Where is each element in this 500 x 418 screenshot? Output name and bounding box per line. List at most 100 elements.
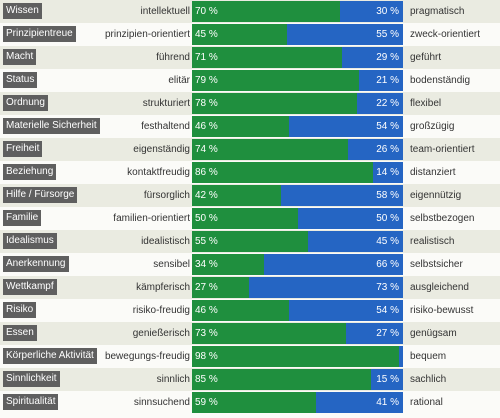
left-term-label: prinzipien-orientiert	[104, 29, 190, 40]
left-bar-segment	[192, 231, 308, 252]
right-percent-label: 15 %	[376, 374, 399, 385]
chart-row: Wissen intellektuell 70 % 30 % pragmatisch	[0, 0, 500, 23]
bar-area: 27 % 73 %	[192, 277, 403, 298]
bar-area: 71 % 29 %	[192, 47, 403, 68]
left-bar-segment	[192, 392, 316, 413]
left-percent-label: 85 %	[195, 374, 218, 385]
bar-area: 59 % 41 %	[192, 392, 403, 413]
category-label: Anerkennung	[3, 256, 69, 272]
bar-area: 50 % 50 %	[192, 208, 403, 229]
left-bar-segment	[192, 93, 357, 114]
category-label: Materielle Sicherheit	[3, 118, 100, 134]
right-term-label: zweck-orientiert	[410, 29, 481, 40]
right-bar-segment	[281, 185, 403, 206]
bar-area: 79 % 21 %	[192, 70, 403, 91]
left-term-label: intellektuell	[140, 6, 190, 17]
chart-row: Ordnung strukturiert 78 % 22 % flexibel	[0, 92, 500, 115]
right-bar-segment	[359, 70, 403, 91]
category-label: Macht	[3, 49, 37, 65]
right-bar-segment	[249, 277, 403, 298]
chart-row: Freiheit eigenständig 74 % 26 % team-orienti…	[0, 138, 500, 161]
chart-row: Macht führend 71 % 29 % geführt	[0, 46, 500, 69]
left-percent-label: 45 %	[195, 29, 218, 40]
right-bar-segment	[342, 47, 403, 68]
chart-row: Sinnlichkeit sinnlich 85 % 15 % sachlich	[0, 368, 500, 391]
right-bar-segment	[298, 208, 403, 229]
right-bar-segment	[289, 300, 403, 321]
bar-area: 78 % 22 %	[192, 93, 403, 114]
left-percent-label: 59 %	[195, 397, 218, 408]
left-percent-label: 78 %	[195, 98, 218, 109]
left-term-label: strukturiert	[142, 98, 190, 109]
left-bar-segment	[192, 254, 264, 275]
category-label: Körperliche Aktivität	[3, 348, 97, 364]
chart-row: Hilfe / Fürsorge fürsorglich 42 % 58 % eigen…	[0, 184, 500, 207]
right-term-label: rational	[410, 397, 443, 408]
bar-area: 45 % 55 %	[192, 24, 403, 45]
right-percent-label: 26 %	[376, 144, 399, 155]
right-percent-label: 14 %	[376, 167, 399, 178]
right-term-label: pragmatisch	[410, 6, 465, 17]
bar-area: 73 % 27 %	[192, 323, 403, 344]
right-term-label: großzügig	[410, 121, 455, 132]
left-term-label: sinnlich	[156, 374, 190, 385]
left-percent-label: 98 %	[195, 351, 218, 362]
right-bar-segment	[289, 116, 403, 137]
right-percent-label: 22 %	[376, 98, 399, 109]
category-label: Wettkampf	[3, 279, 57, 295]
right-bar-segment	[287, 24, 403, 45]
left-percent-label: 73 %	[195, 328, 218, 339]
left-bar-segment	[192, 277, 249, 298]
left-term-label: risiko-freudig	[132, 305, 190, 316]
category-label: Beziehung	[3, 164, 57, 180]
chart-row: Familie familien-orientiert 50 % 50 % selbst…	[0, 207, 500, 230]
right-term-label: sachlich	[410, 374, 447, 385]
left-percent-label: 71 %	[195, 52, 218, 63]
category-label: Hilfe / Fürsorge	[3, 187, 78, 203]
right-bar-segment	[371, 369, 403, 390]
left-percent-label: 74 %	[195, 144, 218, 155]
left-percent-label: 46 %	[195, 121, 218, 132]
left-bar-segment	[192, 1, 340, 22]
chart-row: Anerkennung sensibel 34 % 66 % selbstsicher	[0, 253, 500, 276]
left-term-label: idealistisch	[141, 236, 190, 247]
left-bar-segment	[192, 162, 373, 183]
category-label: Idealismus	[3, 233, 57, 249]
left-percent-label: 79 %	[195, 75, 218, 86]
left-percent-label: 70 %	[195, 6, 218, 17]
left-percent-label: 42 %	[195, 190, 218, 201]
left-term-label: sensibel	[153, 259, 190, 270]
right-term-label: bodenständig	[410, 75, 471, 86]
right-percent-label: 58 %	[376, 190, 399, 201]
left-bar-segment	[192, 47, 342, 68]
right-percent-label: 55 %	[376, 29, 399, 40]
right-bar-segment	[308, 231, 403, 252]
right-term-label: bequem	[410, 351, 447, 362]
right-bar-segment	[399, 346, 403, 367]
right-term-label: team-orientiert	[410, 144, 475, 155]
right-bar-segment	[316, 392, 403, 413]
left-percent-label: 46 %	[195, 305, 218, 316]
left-term-label: führend	[156, 52, 190, 63]
category-label: Essen	[3, 325, 37, 341]
left-term-label: bewegungs-freudig	[104, 351, 190, 362]
bar-area: 46 % 54 %	[192, 116, 403, 137]
left-percent-label: 55 %	[195, 236, 218, 247]
right-term-label: selbstbezogen	[410, 213, 475, 224]
category-label: Sinnlichkeit	[3, 371, 60, 387]
bar-area: 34 % 66 %	[192, 254, 403, 275]
left-bar-segment	[192, 208, 298, 229]
right-term-label: ausgleichend	[410, 282, 469, 293]
right-bar-segment	[373, 162, 403, 183]
right-term-label: realistisch	[410, 236, 455, 247]
right-percent-label: 41 %	[376, 397, 399, 408]
left-percent-label: 27 %	[195, 282, 218, 293]
right-percent-label: 66 %	[376, 259, 399, 270]
right-bar-segment	[348, 139, 403, 160]
category-label: Prinzipientreue	[3, 26, 76, 42]
left-bar-segment	[192, 300, 289, 321]
right-percent-label: 54 %	[376, 121, 399, 132]
bar-area: 55 % 45 %	[192, 231, 403, 252]
chart-row: Körperliche Aktivität bewegungs-freudig 98…	[0, 345, 500, 368]
chart-row: Prinzipientreue prinzipien-orientiert 45 %…	[0, 23, 500, 46]
